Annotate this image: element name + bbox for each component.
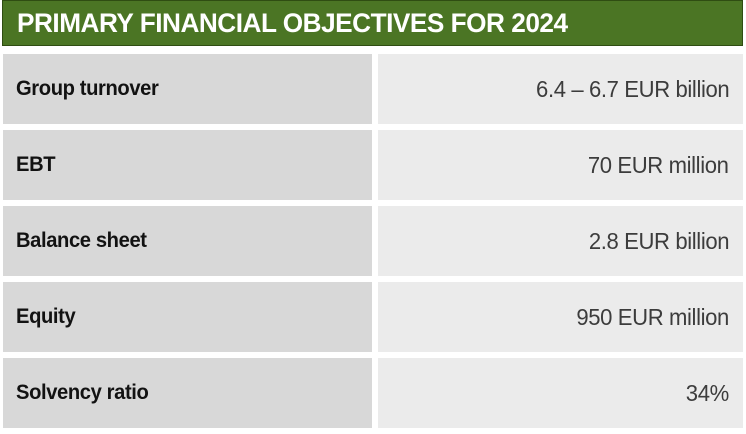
table-row: Balance sheet 2.8 EUR billion xyxy=(3,206,743,276)
row-value-cell: 950 EUR million xyxy=(378,282,743,352)
row-label: Balance sheet xyxy=(16,229,147,252)
row-label-cell: Group turnover xyxy=(3,54,372,124)
row-label-cell: EBT xyxy=(3,130,372,200)
row-value: 70 EUR million xyxy=(588,151,729,178)
row-value: 34% xyxy=(685,379,729,406)
row-label-cell: Balance sheet xyxy=(3,206,372,276)
row-value: 6.4 – 6.7 EUR billion xyxy=(535,75,730,102)
row-label: Group turnover xyxy=(16,77,159,100)
row-value-cell: 34% xyxy=(378,358,743,428)
table-header: PRIMARY FINANCIAL OBJECTIVES FOR 2024 xyxy=(2,0,743,46)
row-label: Solvency ratio xyxy=(16,381,149,404)
table-row: Equity 950 EUR million xyxy=(3,282,743,352)
table-body: Group turnover 6.4 – 6.7 EUR billion EBT… xyxy=(3,54,743,434)
table-row: Solvency ratio 34% xyxy=(3,358,743,428)
row-value-cell: 6.4 – 6.7 EUR billion xyxy=(378,54,743,124)
row-label-cell: Solvency ratio xyxy=(3,358,372,428)
row-value-cell: 70 EUR million xyxy=(378,130,743,200)
row-label: Equity xyxy=(16,305,76,328)
table-row: EBT 70 EUR million xyxy=(3,130,743,200)
row-value: 2.8 EUR billion xyxy=(588,227,730,254)
row-value-cell: 2.8 EUR billion xyxy=(378,206,743,276)
table-title: PRIMARY FINANCIAL OBJECTIVES FOR 2024 xyxy=(17,7,568,38)
table-row: Group turnover 6.4 – 6.7 EUR billion xyxy=(3,54,743,124)
row-label-cell: Equity xyxy=(3,282,372,352)
row-value: 950 EUR million xyxy=(576,303,729,330)
row-label: EBT xyxy=(16,153,56,176)
